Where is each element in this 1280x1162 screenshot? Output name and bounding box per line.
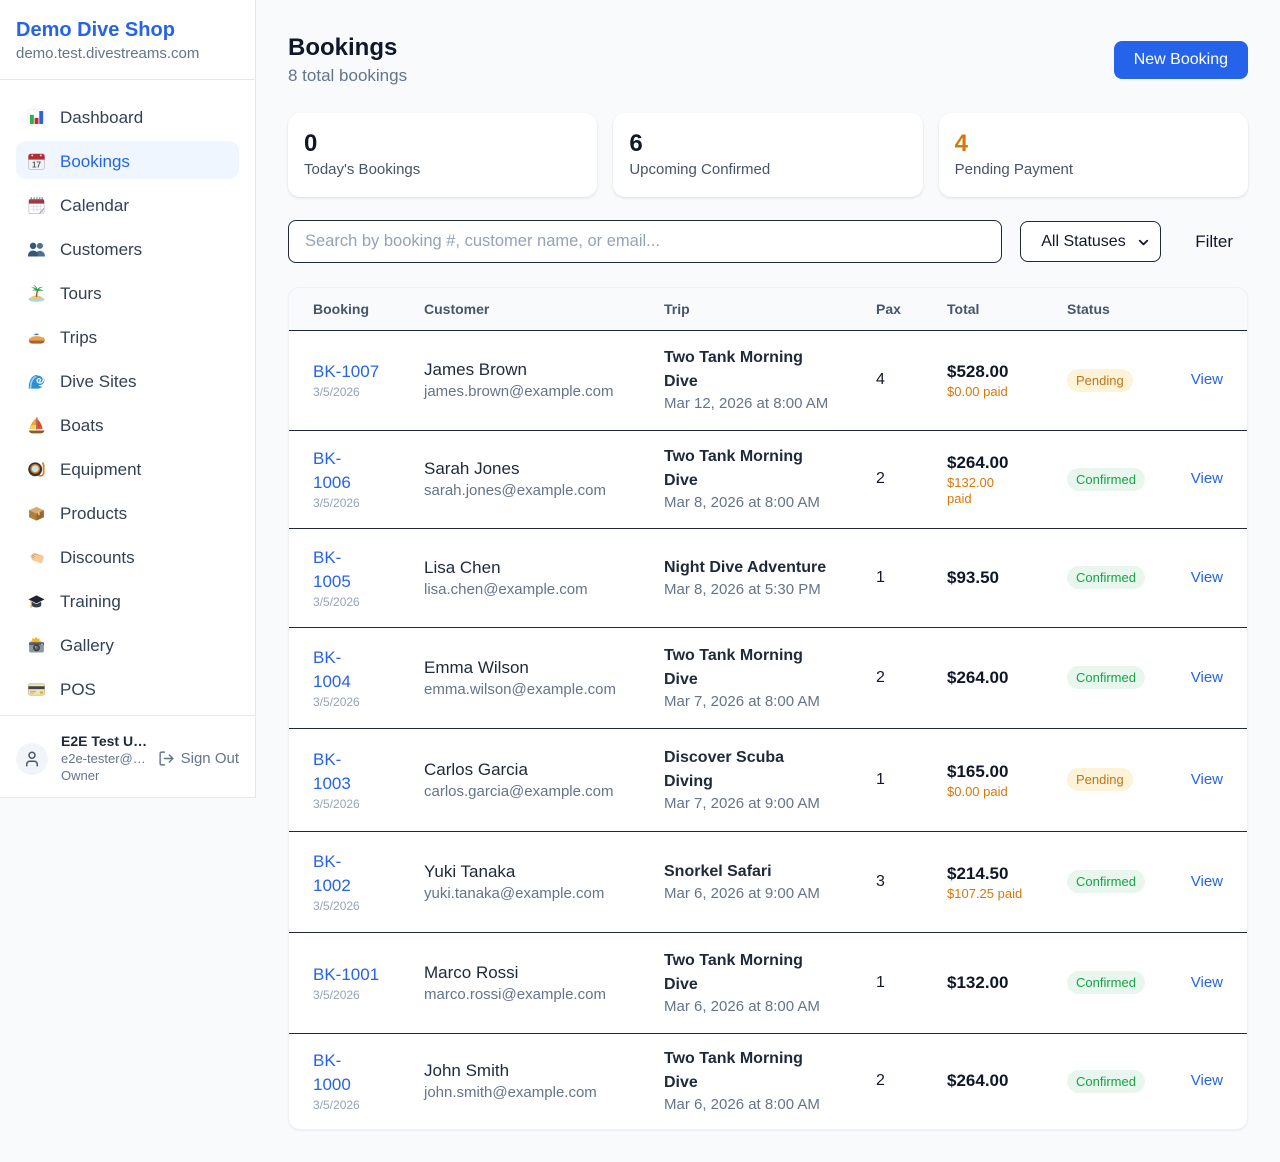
svg-text:17: 17 [32,160,41,169]
